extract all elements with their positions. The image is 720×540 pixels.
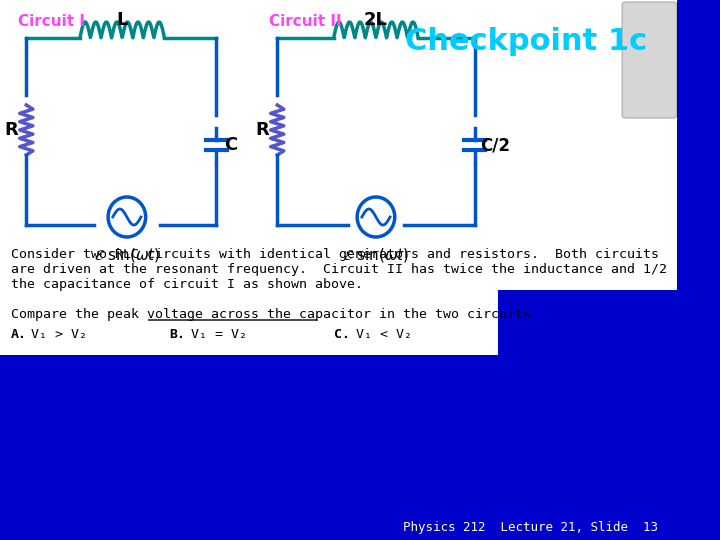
Text: $\mathcal{E}$ $\sin(\omega t)$: $\mathcal{E}$ $\sin(\omega t)$ bbox=[94, 246, 160, 264]
Text: R: R bbox=[256, 121, 269, 139]
Text: 2L: 2L bbox=[364, 11, 388, 29]
FancyBboxPatch shape bbox=[0, 0, 677, 290]
FancyBboxPatch shape bbox=[0, 235, 498, 355]
FancyBboxPatch shape bbox=[622, 2, 677, 118]
Text: Physics 212  Lecture 21, Slide  13: Physics 212 Lecture 21, Slide 13 bbox=[403, 521, 658, 534]
Text: Compare the peak voltage across the capacitor in the two circuits: Compare the peak voltage across the capa… bbox=[12, 308, 531, 321]
Text: Checkpoint 1c: Checkpoint 1c bbox=[405, 28, 647, 57]
Text: A.: A. bbox=[12, 328, 27, 341]
Text: C.: C. bbox=[333, 328, 350, 341]
Text: R: R bbox=[4, 121, 18, 139]
Text: V₁ < V₂: V₁ < V₂ bbox=[348, 328, 412, 341]
Text: V₁ = V₂: V₁ = V₂ bbox=[184, 328, 247, 341]
Text: L: L bbox=[117, 11, 128, 29]
Text: V₁ > V₂: V₁ > V₂ bbox=[24, 328, 88, 341]
Text: Consider two RLC circuits with identical generators and resistors.  Both circuit: Consider two RLC circuits with identical… bbox=[12, 248, 667, 291]
Text: Circuit II: Circuit II bbox=[269, 15, 342, 30]
Text: B.: B. bbox=[169, 328, 185, 341]
Text: C/2: C/2 bbox=[480, 136, 510, 154]
Text: C: C bbox=[225, 136, 238, 154]
Text: $\mathcal{E}$ $\sin(\omega t)$: $\mathcal{E}$ $\sin(\omega t)$ bbox=[343, 246, 409, 264]
Text: Circuit I: Circuit I bbox=[18, 15, 85, 30]
